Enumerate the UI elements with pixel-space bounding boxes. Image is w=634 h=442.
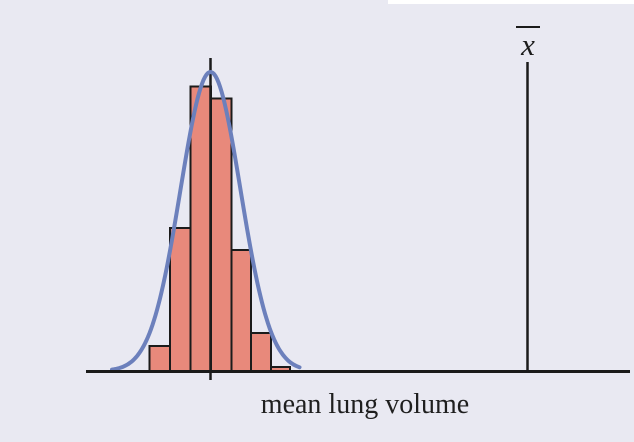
histogram-bar: [230, 249, 252, 372]
x-axis-label: mean lung volume: [260, 389, 470, 420]
histogram-bar: [148, 345, 171, 372]
top-white-strip: [388, 0, 634, 4]
histogram-bar: [189, 85, 212, 372]
normal-curve: [110, 69, 302, 372]
histogram-bar: [250, 332, 272, 372]
histogram-bar: [169, 227, 192, 372]
sample-mean-xbar-text: x: [516, 26, 540, 60]
sample-mean-label: x: [498, 26, 558, 60]
histogram-bar: [210, 97, 233, 372]
